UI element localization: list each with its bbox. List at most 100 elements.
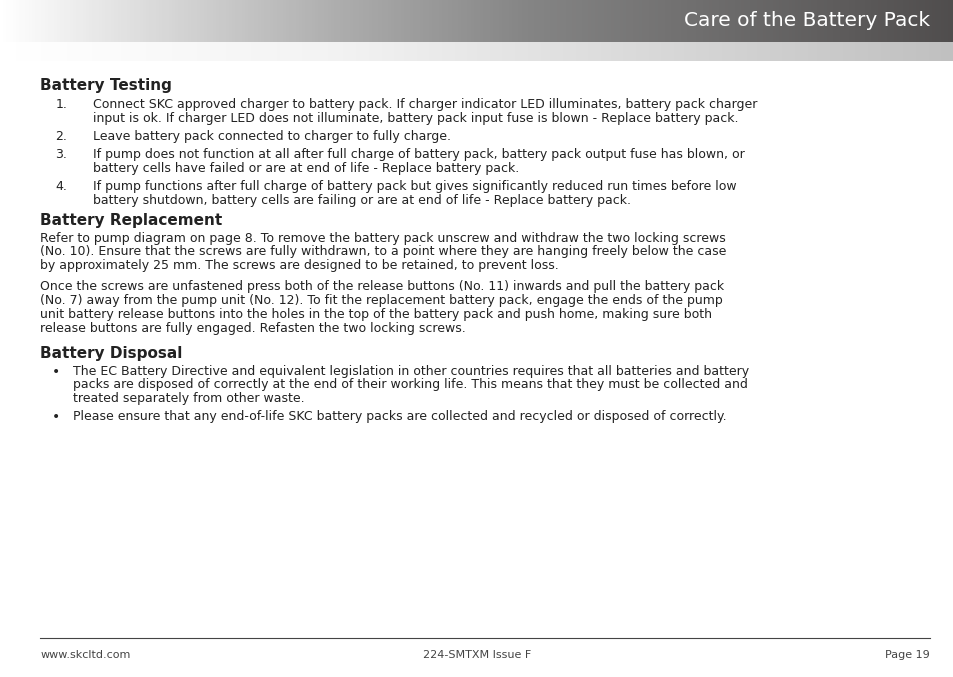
Bar	[801, 42, 804, 61]
Bar	[674, 0, 678, 42]
Bar	[64, 42, 68, 61]
Bar	[102, 0, 106, 42]
Bar	[3, 0, 8, 42]
Bar	[867, 0, 871, 42]
Bar	[927, 42, 932, 61]
Bar	[636, 0, 639, 42]
Bar	[407, 0, 411, 42]
Bar	[257, 42, 261, 61]
Bar	[12, 42, 17, 61]
Bar	[108, 0, 112, 42]
Bar	[286, 0, 290, 42]
Bar	[384, 0, 389, 42]
Bar	[403, 0, 408, 42]
Bar	[724, 42, 728, 61]
Bar	[641, 0, 646, 42]
Bar	[413, 0, 417, 42]
Bar	[210, 0, 213, 42]
Bar	[476, 0, 480, 42]
Bar	[562, 0, 566, 42]
Bar	[746, 0, 751, 42]
Bar	[302, 0, 306, 42]
Bar	[31, 0, 36, 42]
Bar	[594, 42, 598, 61]
Bar	[369, 0, 373, 42]
Bar	[784, 42, 789, 61]
Bar	[184, 0, 189, 42]
Bar	[651, 0, 656, 42]
Bar	[3, 42, 8, 61]
Bar	[721, 42, 725, 61]
Bar	[86, 0, 90, 42]
Text: battery cells have failed or are at end of life - Replace battery pack.: battery cells have failed or are at end …	[92, 162, 518, 175]
Bar	[150, 0, 153, 42]
Bar	[689, 42, 694, 61]
Bar	[229, 42, 233, 61]
Bar	[559, 42, 563, 61]
Bar	[874, 0, 878, 42]
Bar	[515, 0, 518, 42]
Bar	[521, 42, 525, 61]
Bar	[603, 0, 608, 42]
Bar	[556, 42, 560, 61]
Bar	[858, 0, 862, 42]
Bar	[801, 0, 804, 42]
Bar	[350, 42, 354, 61]
Bar	[114, 0, 118, 42]
Bar	[889, 42, 894, 61]
Bar	[464, 0, 468, 42]
Bar	[372, 42, 375, 61]
Bar	[293, 42, 296, 61]
Bar	[54, 42, 58, 61]
Bar	[245, 42, 249, 61]
Bar	[594, 0, 598, 42]
Bar	[146, 42, 151, 61]
Bar	[350, 0, 354, 42]
Text: Battery Replacement: Battery Replacement	[40, 213, 222, 227]
Bar	[727, 42, 732, 61]
Bar	[41, 0, 46, 42]
Bar	[67, 0, 71, 42]
Bar	[54, 0, 58, 42]
Bar	[222, 42, 227, 61]
Bar	[378, 42, 382, 61]
Bar	[537, 42, 541, 61]
Bar	[298, 0, 303, 42]
Bar	[915, 42, 919, 61]
Bar	[798, 42, 801, 61]
Bar	[483, 42, 487, 61]
Bar	[622, 42, 627, 61]
Bar	[629, 42, 633, 61]
Text: 2.: 2.	[55, 130, 67, 143]
Bar	[648, 42, 652, 61]
Bar	[820, 0, 823, 42]
Bar	[813, 42, 818, 61]
Bar	[578, 42, 582, 61]
Bar	[193, 0, 198, 42]
Bar	[70, 42, 74, 61]
Bar	[98, 42, 103, 61]
Bar	[880, 42, 884, 61]
Bar	[753, 0, 757, 42]
Bar	[283, 0, 287, 42]
Bar	[889, 0, 894, 42]
Text: Once the screws are unfastened press both of the release buttons (No. 11) inward: Once the screws are unfastened press bot…	[40, 280, 723, 293]
Bar	[397, 42, 401, 61]
Bar	[48, 0, 51, 42]
Bar	[584, 0, 589, 42]
Bar	[626, 42, 630, 61]
Bar	[375, 0, 379, 42]
Bar	[207, 42, 211, 61]
Bar	[931, 0, 935, 42]
Bar	[537, 0, 541, 42]
Bar	[934, 0, 938, 42]
Bar	[822, 42, 827, 61]
Bar	[727, 0, 732, 42]
Bar	[308, 42, 313, 61]
Bar	[60, 42, 65, 61]
Bar	[512, 0, 516, 42]
Bar	[455, 42, 458, 61]
Text: packs are disposed of correctly at the end of their working life. This means tha: packs are disposed of correctly at the e…	[73, 378, 747, 391]
Bar	[41, 42, 46, 61]
Bar	[312, 0, 315, 42]
